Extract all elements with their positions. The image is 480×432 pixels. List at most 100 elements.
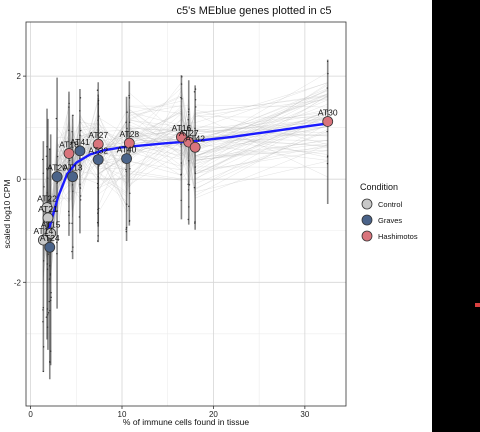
sample-point [176, 131, 187, 143]
expression-dot [125, 226, 128, 229]
sample-point [37, 234, 49, 246]
expression-dot [72, 190, 74, 193]
expression-dot [45, 316, 48, 318]
expression-dot [48, 300, 51, 303]
sample-point [45, 227, 57, 239]
legend-label: Graves [378, 216, 402, 225]
expression-dot [326, 110, 329, 112]
x-tick-label: 0 [28, 410, 33, 419]
expression-dot [43, 186, 45, 188]
expression-dot [129, 192, 131, 195]
expression-dot [181, 76, 183, 78]
expression-dot [49, 361, 51, 364]
chart-title: c5's MEblue genes plotted in c5 [177, 5, 332, 17]
expression-dot [187, 183, 189, 185]
expression-dot [46, 192, 48, 194]
expression-dot [46, 308, 49, 310]
sample-point [92, 138, 104, 150]
expression-dot [98, 115, 100, 117]
expression-dot [42, 260, 45, 262]
expression-dot [327, 72, 329, 75]
expression-dot [56, 241, 58, 244]
expression-dot [188, 206, 190, 208]
expression-dot [42, 158, 44, 161]
expression-dot [181, 98, 183, 100]
expression-dot [56, 164, 58, 166]
expression-dot [79, 157, 81, 159]
expression-dot [96, 182, 99, 185]
y-tick-label: -2 [14, 278, 22, 287]
expression-dot [97, 96, 99, 98]
expression-dot [42, 309, 44, 311]
x-axis-ticks: 0 10 20 30 [28, 406, 310, 419]
y-tick-label: 0 [17, 175, 22, 184]
expression-dot [195, 106, 197, 108]
expression-dot [79, 187, 82, 189]
sample-label: AT32 [88, 146, 108, 156]
sample-label: AT27 [88, 130, 108, 140]
expression-dot [42, 172, 44, 175]
legend-label: Control [378, 200, 403, 209]
expression-dot [194, 222, 196, 224]
expression-dot [68, 210, 70, 213]
expression-dot [68, 102, 70, 105]
legend-key [361, 230, 373, 242]
expression-dot [49, 273, 52, 275]
sample-label: AT13 [63, 163, 83, 173]
expression-dot [128, 135, 131, 137]
y-axis-title: scaled log10 CPM [2, 180, 12, 249]
legend-label: Hashimotos [378, 232, 418, 241]
expression-dot [193, 186, 196, 189]
expression-dot [50, 292, 52, 294]
expression-dot [68, 106, 70, 108]
expression-dot [180, 173, 183, 176]
expression-dot [78, 216, 81, 218]
sample-label: AT22 [37, 194, 57, 204]
expression-dot [193, 91, 196, 93]
expression-dot [56, 155, 59, 158]
expression-dot [46, 168, 48, 170]
expression-dot [194, 99, 197, 101]
y-axis-ticks: 2 0 -2 [14, 72, 26, 287]
expression-dot [50, 296, 52, 299]
expression-dot [180, 96, 182, 99]
expression-dot [128, 121, 131, 124]
expression-dot [128, 94, 130, 97]
x-tick-label: 20 [209, 410, 218, 419]
sample-label: AT40 [117, 145, 137, 155]
sample-label: AT24 [40, 233, 60, 243]
expression-dot [187, 111, 190, 113]
legend: Condition Control Graves Hashimotos [360, 182, 418, 242]
expression-dot [79, 183, 81, 186]
expression-dot [125, 230, 128, 233]
expression-dot [45, 155, 48, 158]
sample-point [74, 145, 86, 157]
expression-dot [188, 108, 190, 110]
sample-point [42, 212, 54, 224]
sample-point [189, 141, 201, 153]
expression-dot [96, 89, 99, 91]
sample-labels: AT30AT16AT27AT42AT28AT27AT18AT41AT40AT32… [34, 107, 338, 243]
expression-dot [79, 110, 81, 112]
expression-dot [97, 235, 99, 237]
expression-dot [46, 326, 49, 328]
expression-dot [188, 160, 190, 162]
sample-point [121, 153, 132, 164]
sample-label: AT20 [47, 163, 67, 173]
expression-dot [48, 278, 51, 280]
expression-dot [188, 113, 190, 116]
x-axis-title: % of immune cells found in tissue [123, 417, 249, 427]
sample-label: AT41 [70, 137, 90, 147]
legend-key [361, 214, 373, 226]
expression-dot [56, 253, 58, 255]
expression-dot [180, 162, 183, 164]
trend-line [43, 122, 328, 244]
expression-dot [187, 218, 189, 221]
expression-dot [128, 205, 130, 208]
expression-dot [125, 121, 127, 123]
x-tick-label: 30 [300, 410, 309, 419]
sample-point [51, 171, 63, 183]
expression-dot [96, 240, 99, 242]
expression-dot [72, 114, 74, 117]
